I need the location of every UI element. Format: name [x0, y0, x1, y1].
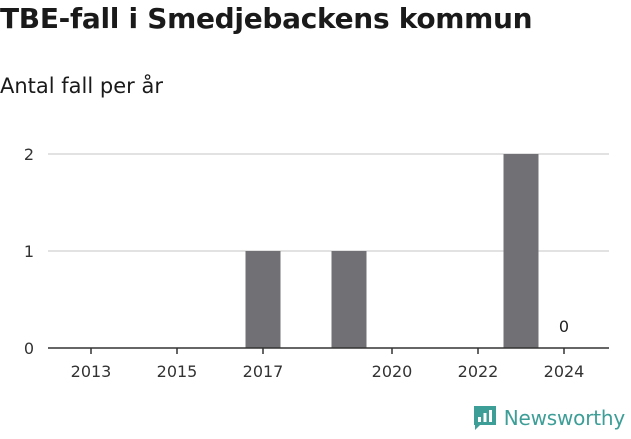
y-tick-label: 2	[24, 145, 34, 164]
bar	[503, 154, 539, 348]
chart-subtitle: Antal fall per år	[0, 74, 163, 98]
x-tick-label: 2017	[243, 362, 284, 381]
bar	[331, 251, 367, 348]
x-tick-label: 2024	[544, 362, 585, 381]
brand-name: Newsworthy	[503, 406, 625, 430]
bar	[245, 251, 281, 348]
x-tick-label: 2020	[372, 362, 413, 381]
brand-logo: Newsworthy	[472, 405, 625, 431]
x-tick-label: 2022	[458, 362, 499, 381]
data-label: 0	[559, 317, 569, 336]
x-tick-label: 2015	[157, 362, 198, 381]
chart-title: TBE-fall i Smedjebackens kommun	[0, 2, 533, 35]
y-tick-label: 1	[24, 242, 34, 261]
x-tick-label: 2013	[71, 362, 112, 381]
newsworthy-logo-icon	[473, 406, 496, 430]
y-tick-label: 0	[24, 339, 34, 358]
